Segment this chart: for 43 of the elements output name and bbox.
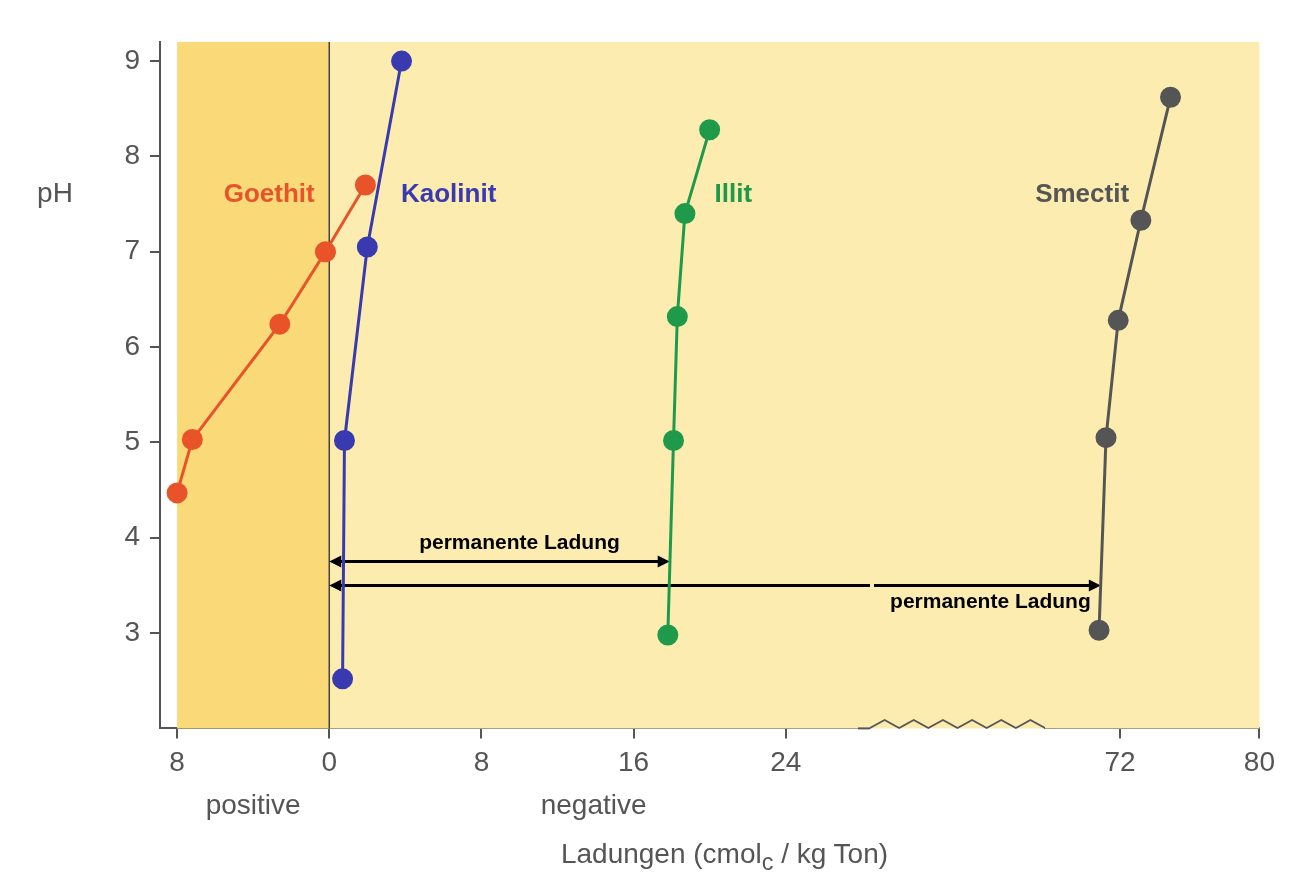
y-tick-label: 3 xyxy=(124,615,140,647)
point xyxy=(699,119,721,141)
x-tick-label: 8 xyxy=(169,745,185,777)
point xyxy=(1088,619,1110,641)
point xyxy=(354,174,376,196)
annotation: permanente Ladung xyxy=(890,588,1091,612)
x-tick-label: 80 xyxy=(1243,745,1276,777)
y-tick-label: 4 xyxy=(124,520,140,552)
point xyxy=(674,203,696,225)
point xyxy=(663,429,685,451)
annotation: permanente Ladung xyxy=(419,529,620,553)
point xyxy=(1107,309,1129,331)
point xyxy=(356,236,378,258)
x-tick-label: 72 xyxy=(1104,745,1136,777)
x-axis-title: Ladungen (cmol$_{c}$ / kg Ton) xyxy=(559,838,890,876)
series-label: Kaolinit xyxy=(400,177,497,208)
band-label: negative xyxy=(540,789,647,821)
y-tick-label: 5 xyxy=(124,425,140,457)
y-axis-title: pH xyxy=(37,177,73,209)
x-tick-label: 8 xyxy=(473,745,490,777)
point xyxy=(314,241,336,263)
y-tick-label: 7 xyxy=(124,234,140,266)
band-label: positive xyxy=(205,789,301,821)
x-tick-label: 0 xyxy=(321,745,338,777)
y-tick-label: 6 xyxy=(124,329,140,361)
x-tick-label: 16 xyxy=(618,745,650,777)
point xyxy=(166,482,188,504)
point xyxy=(657,624,679,646)
point xyxy=(269,313,291,335)
x-tick-label: 24 xyxy=(770,745,802,777)
point xyxy=(1095,427,1117,449)
point xyxy=(332,668,354,690)
point xyxy=(1160,86,1182,108)
point xyxy=(333,429,355,451)
series-label: Illit xyxy=(714,177,753,208)
y-tick-label: 9 xyxy=(124,43,140,75)
point xyxy=(181,429,203,451)
point xyxy=(666,306,688,328)
series-label: Goethit xyxy=(223,177,316,208)
point xyxy=(1130,209,1152,231)
series-label: Smectit xyxy=(1035,177,1130,208)
y-tick-label: 8 xyxy=(124,139,140,171)
point xyxy=(391,50,413,72)
